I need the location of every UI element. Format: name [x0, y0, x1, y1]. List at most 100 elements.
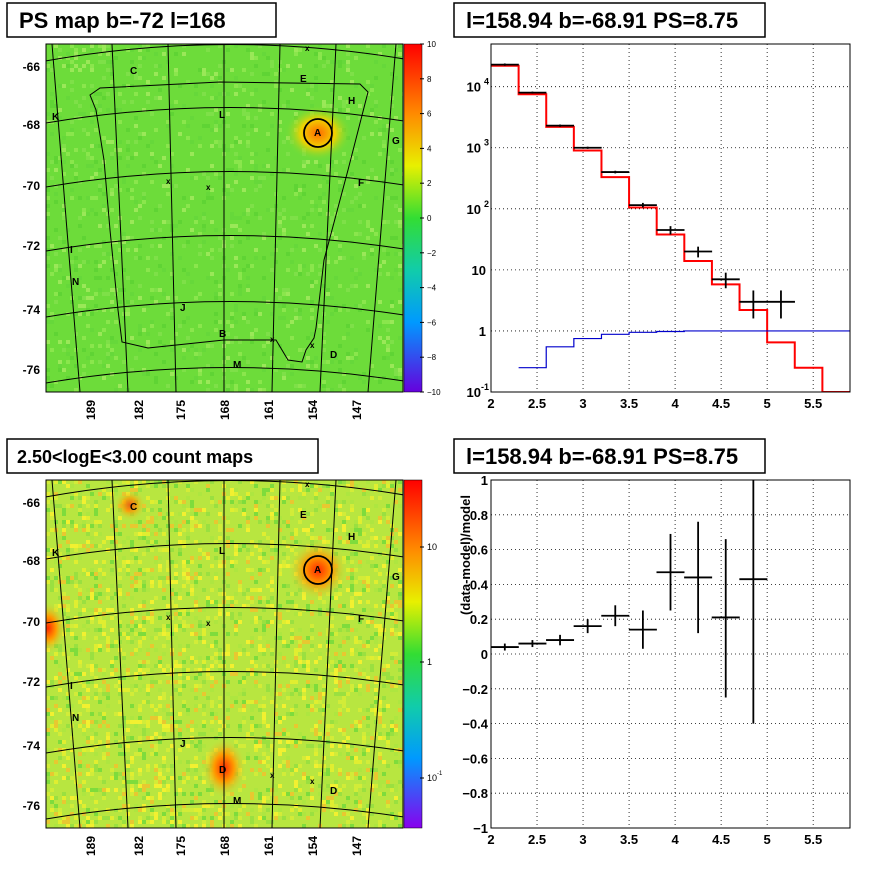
- colorbar-tick-label: 0: [427, 214, 432, 223]
- lon-tick-label: 175: [174, 400, 188, 420]
- x-tick-label: 4.5: [712, 832, 730, 847]
- data-point: [766, 290, 795, 319]
- data-point: [491, 63, 519, 66]
- spectrum-title-box: [453, 2, 766, 38]
- residual-plot-area: [491, 480, 850, 828]
- colorbar-tick-label: 6: [427, 110, 432, 119]
- x-tick-label: 3.5: [620, 396, 638, 411]
- x-tick-label: 2.5: [528, 396, 546, 411]
- svg-text:x: x: [305, 480, 310, 489]
- count-map-plot: C E H K L A G F I N J D M D x x x x x: [46, 480, 403, 828]
- y-tick-exponent: -1: [481, 382, 489, 392]
- lon-tick-label: 182: [132, 836, 146, 856]
- map-label-f: F: [358, 178, 364, 189]
- count-label-i: I: [70, 681, 73, 692]
- svg-text:x: x: [166, 177, 171, 186]
- ps-map-labels: C E H K L A G F I N J B M D x x x x x: [52, 44, 400, 371]
- count-map-title: 2.50<logE<3.00 count maps: [17, 447, 253, 467]
- lat-tick-label: -72: [23, 239, 41, 253]
- lon-tick-label: 168: [218, 836, 232, 856]
- count-label-n: N: [72, 713, 79, 724]
- count-label-d-center: D: [219, 765, 226, 776]
- y-tick-label: 10: [467, 80, 481, 95]
- lat-tick-label: -76: [23, 799, 41, 813]
- colorbar-tick-label: −10: [427, 388, 441, 397]
- lon-tick-label: 154: [306, 400, 320, 420]
- spectrum-title: l=158.94 b=-68.91 PS=8.75: [466, 8, 738, 33]
- residual-point: [628, 610, 657, 649]
- data-point: [601, 170, 630, 174]
- map-label-g: G: [392, 136, 400, 147]
- residual-point: [684, 521, 713, 634]
- map-label-d: D: [330, 350, 337, 361]
- lon-tick-label: 147: [350, 836, 364, 856]
- count-map-texture: [46, 480, 403, 828]
- lat-tick-label: -70: [23, 615, 41, 629]
- colorbar-tick-label: −8: [427, 353, 437, 362]
- lon-tick-label: 154: [306, 836, 320, 856]
- y-tick-label: 0.2: [470, 612, 488, 627]
- y-tick-label: 10: [472, 263, 486, 278]
- residual-x-ticks: 2 2.5 3 3.5 4 4.5 5 5.5: [487, 832, 822, 847]
- svg-text:x: x: [305, 44, 310, 53]
- lon-tick-label: 189: [84, 400, 98, 420]
- data-point: [518, 91, 547, 94]
- map-label-a: A: [314, 128, 321, 139]
- model-step: [491, 64, 850, 392]
- y-tick-label: 10: [467, 202, 481, 217]
- lon-tick-label: 175: [174, 836, 188, 856]
- count-label-e: E: [300, 510, 307, 521]
- count-map-lat-ticks: -66 -68 -70 -72 -74 -76: [23, 496, 41, 813]
- spectrum-x-ticks: 2 2.5 3 3.5 4 4.5 5 5.5: [487, 396, 822, 411]
- x-tick-label: 2: [487, 832, 494, 847]
- x-tick-label: 2.5: [528, 832, 546, 847]
- y-tick-label: 0.6: [470, 543, 488, 558]
- ps-map-title: PS map b=-72 l=168: [19, 8, 226, 33]
- lat-tick-label: -68: [23, 554, 41, 568]
- count-label-m: M: [233, 796, 241, 807]
- residual-point: [656, 533, 685, 611]
- count-label-c: C: [130, 502, 137, 513]
- residual-marks: [490, 480, 768, 724]
- x-tick-label: 5: [764, 832, 771, 847]
- count-label-g: G: [392, 572, 400, 583]
- svg-text:x: x: [206, 183, 211, 192]
- count-map-title-box: [6, 438, 319, 474]
- colorbar-tick-label: −2: [427, 249, 437, 258]
- ps-map-colorbar-ticks: 10 8 6 4 2 0 −2 −4 −6 −8 −10: [420, 40, 441, 397]
- y-tick-label: −0.4: [462, 717, 488, 732]
- lon-tick-label: 189: [84, 836, 98, 856]
- lat-tick-label: -68: [23, 118, 41, 132]
- data-point: [711, 272, 740, 289]
- count-cbar-tick-exp: -1: [437, 771, 443, 777]
- residual-title-box: [453, 438, 766, 474]
- svg-text:x: x: [270, 771, 275, 780]
- svg-text:x: x: [206, 619, 211, 628]
- spectrum-plot-area: [491, 44, 850, 392]
- residual-y-ticks: 1 0.8 0.6 0.4 0.2 0 −0.2 −0.4 −0.6 −0.8 −1: [462, 473, 488, 836]
- ps-map-frame: [45, 43, 404, 393]
- data-point: [739, 290, 768, 319]
- count-cbar-tick-1: 1: [427, 657, 432, 667]
- y-tick-exponent: 2: [484, 199, 489, 209]
- svg-text:x: x: [166, 613, 171, 622]
- x-tick-label: 4: [671, 396, 679, 411]
- map-label-b: B: [219, 329, 226, 340]
- ps-map-panel: PS map b=-72 l=168: [6, 2, 441, 420]
- map-label-h: H: [348, 96, 355, 107]
- residual-point: [711, 539, 740, 698]
- lat-tick-label: -66: [23, 496, 41, 510]
- ps-map-title-box: [6, 2, 277, 38]
- count-map-lon-ticks: 189 182 175 168 161 154 147: [84, 836, 364, 856]
- y-tick-label: 0.4: [470, 577, 489, 592]
- count-label-a: A: [314, 565, 321, 576]
- x-tick-label: 4.5: [712, 396, 730, 411]
- x-tick-label: 4: [671, 832, 679, 847]
- ps-map-lat-ticks: -66 -68 -70 -72 -74 -76: [23, 60, 41, 377]
- lon-tick-label: 161: [262, 836, 276, 856]
- count-cbar-tick-10: 10: [427, 542, 437, 552]
- residual-title: l=158.94 b=-68.91 PS=8.75: [466, 444, 738, 469]
- ps-map-colorbar: [403, 43, 423, 393]
- x-tick-label: 5.5: [804, 396, 822, 411]
